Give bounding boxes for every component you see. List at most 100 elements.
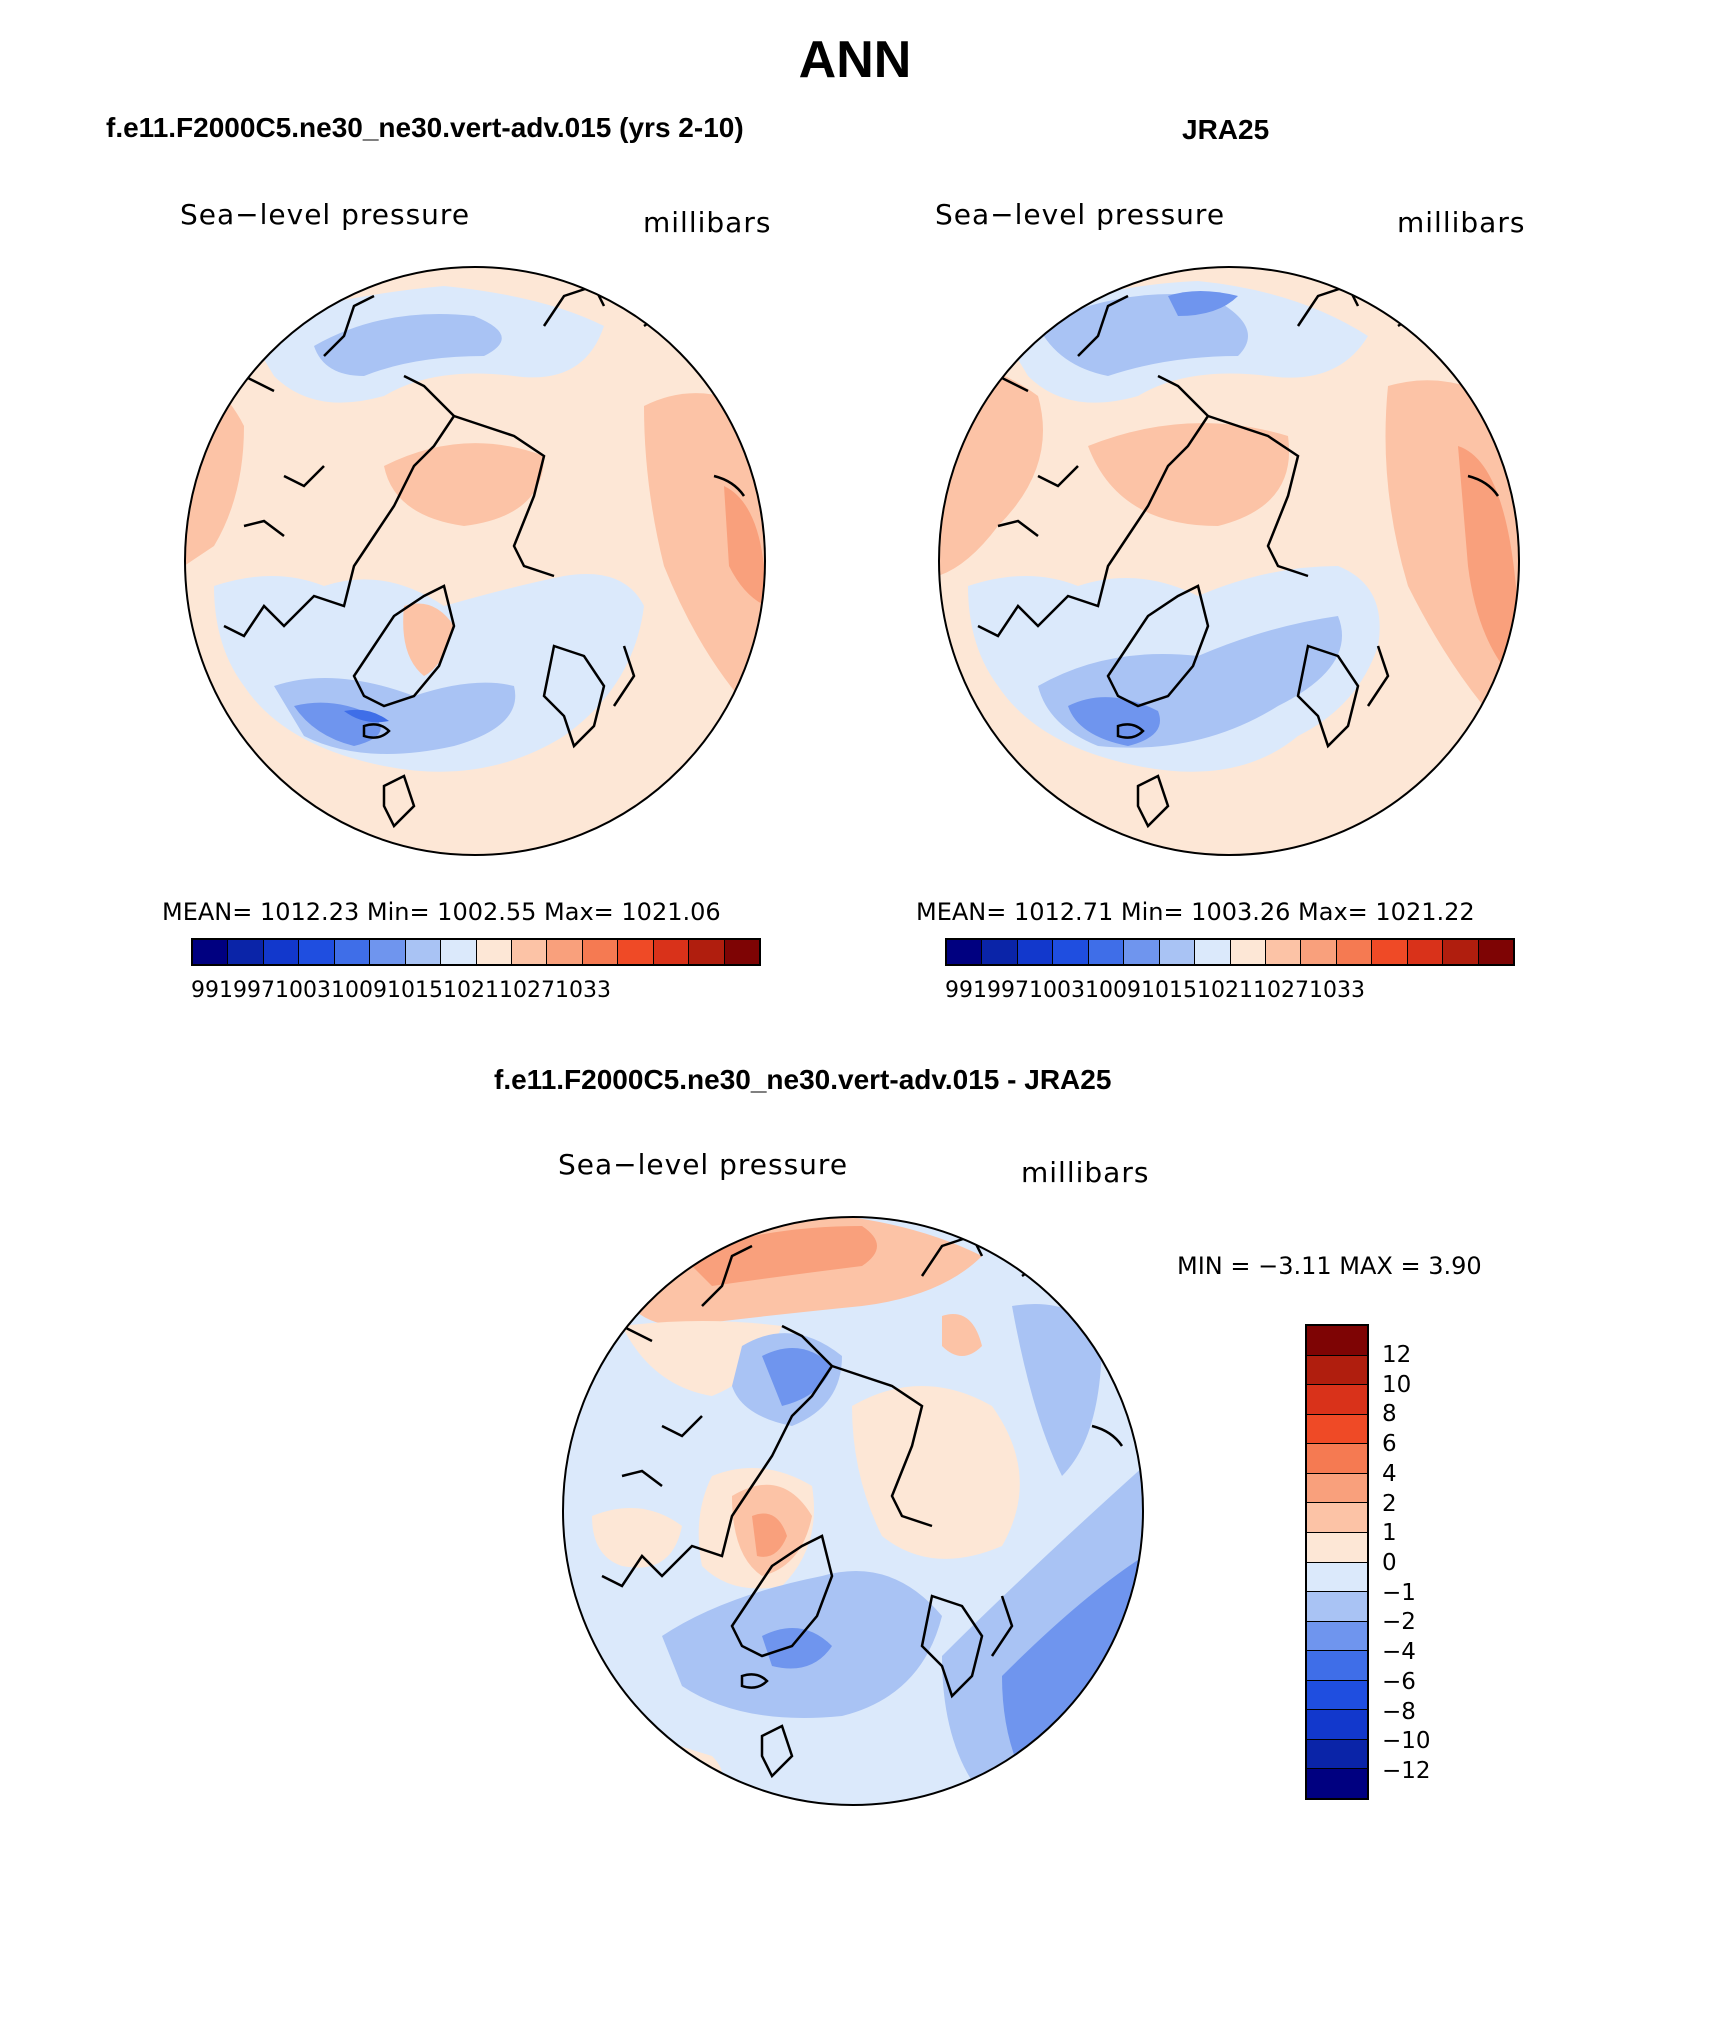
diff-colorbar-label: 4 [1382,1461,1397,1487]
model-units-label: millibars [643,206,772,239]
colorbar-cell [1307,1326,1367,1356]
colorbar-tick-label: 1033 [1309,978,1365,1003]
colorbar-cell [1301,940,1337,964]
model-stats: MEAN= 1012.23 Min= 1002.55 Max= 1021.06 [162,898,721,926]
colorbar-cell [982,940,1018,964]
model-panel-title: f.e11.F2000C5.ne30_ne30.vert-adv.015 (yr… [106,112,744,143]
colorbar-cell [334,940,371,964]
colorbar-tick-label: 1027 [1253,978,1309,1003]
colorbar-cell [1088,940,1125,964]
colorbar-cell [1307,1710,1367,1740]
figure-title: ANN [798,31,912,89]
colorbar-cell [724,940,759,964]
diff-colorbar-label: −2 [1382,1609,1416,1635]
colorbar-cell [1307,1385,1367,1415]
colorbar-cell [1336,940,1373,964]
obs-units-label: millibars [1397,206,1526,239]
colorbar-tick-label: 1009 [1085,978,1141,1003]
colorbar-cell [193,940,229,964]
diff-colorbar-label: 2 [1382,1491,1397,1517]
model-colorbar [191,938,761,966]
model-polar-map [184,266,766,856]
diff-colorbar-label: 8 [1382,1401,1397,1427]
colorbar-tick-label: 1003 [275,978,331,1003]
model-variable-label: Sea−level pressure [180,198,471,231]
colorbar-cell [1443,940,1479,964]
colorbar-cell [263,940,300,964]
colorbar-cell [1307,1503,1367,1533]
colorbar-cell [1017,940,1054,964]
colorbar-cell [476,940,512,964]
colorbar-cell [1307,1739,1367,1770]
diff-units-label: millibars [1021,1156,1150,1189]
colorbar-tick-label: 1015 [387,978,443,1003]
colorbar-cell [1307,1473,1367,1504]
colorbar-cell [1307,1680,1367,1711]
diff-colorbar-label: −1 [1382,1580,1416,1606]
colorbar-cell [1307,1355,1367,1386]
diff-colorbar-label: −4 [1382,1639,1416,1665]
colorbar-cell [582,940,619,964]
diff-panel-title: f.e11.F2000C5.ne30_ne30.vert-adv.015 - J… [494,1064,1112,1095]
diff-colorbar-label: −10 [1382,1728,1431,1754]
colorbar-cell [618,940,654,964]
obs-panel-title: JRA25 [1182,114,1270,145]
colorbar-cell [228,940,264,964]
diff-stats: MIN = −3.11 MAX = 3.90 [1177,1252,1482,1280]
obs-polar-map [938,266,1520,856]
diff-colorbar-label: −12 [1382,1758,1431,1784]
colorbar-cell [1307,1414,1367,1445]
colorbar-cell [689,940,725,964]
obs-stats: MEAN= 1012.71 Min= 1003.26 Max= 1021.22 [916,898,1475,926]
colorbar-cell [1307,1651,1367,1681]
colorbar-cell [299,940,335,964]
colorbar-tick-label: 1009 [331,978,387,1003]
colorbar-tick-label: 1021 [443,978,499,1003]
obs-colorbar [945,938,1515,966]
diff-colorbar-label: −6 [1382,1669,1416,1695]
colorbar-cell [1407,940,1444,964]
colorbar-tick-label: 997 [233,978,275,1003]
colorbar-cell [1307,1562,1367,1593]
colorbar-cell [441,940,477,964]
diff-polar-map [562,1216,1144,1806]
colorbar-cell [1124,940,1160,964]
colorbar-cell [370,940,406,964]
colorbar-tick-label: 1015 [1141,978,1197,1003]
colorbar-tick-label: 1033 [555,978,611,1003]
colorbar-tick-label: 1003 [1029,978,1085,1003]
colorbar-tick-label: 991 [945,978,987,1003]
colorbar-cell [947,940,983,964]
colorbar-cell [1372,940,1408,964]
diff-colorbar-label: 10 [1382,1372,1412,1398]
colorbar-cell [1053,940,1089,964]
diff-colorbar-label: 0 [1382,1550,1397,1576]
colorbar-cell [653,940,690,964]
colorbar-cell [1307,1444,1367,1474]
colorbar-cell [511,940,548,964]
colorbar-cell [1195,940,1231,964]
colorbar-cell [1307,1532,1367,1563]
colorbar-cell [1265,940,1302,964]
colorbar-cell [1307,1592,1367,1622]
obs-variable-label: Sea−level pressure [935,198,1226,231]
model-colorbar-ticks: 991 997 1003 1009 1015 1021 1027 1033 [191,978,761,1003]
colorbar-tick-label: 997 [987,978,1029,1003]
colorbar-tick-label: 1021 [1197,978,1253,1003]
colorbar-cell [1159,940,1196,964]
diff-colorbar-label: 6 [1382,1431,1397,1457]
colorbar-cell [1230,940,1266,964]
colorbar-tick-label: 1027 [499,978,555,1003]
diff-colorbar-label: −8 [1382,1699,1416,1725]
diff-colorbar-label: 1 [1382,1520,1397,1546]
colorbar-cell [405,940,442,964]
colorbar-cell [1307,1769,1367,1798]
diff-colorbar [1305,1324,1369,1800]
diff-variable-label: Sea−level pressure [558,1148,849,1181]
diff-colorbar-label: 12 [1382,1342,1412,1368]
colorbar-cell [547,940,583,964]
colorbar-cell [1307,1621,1367,1652]
obs-colorbar-ticks: 991 997 1003 1009 1015 1021 1027 1033 [945,978,1515,1003]
colorbar-cell [1478,940,1513,964]
colorbar-tick-label: 991 [191,978,233,1003]
